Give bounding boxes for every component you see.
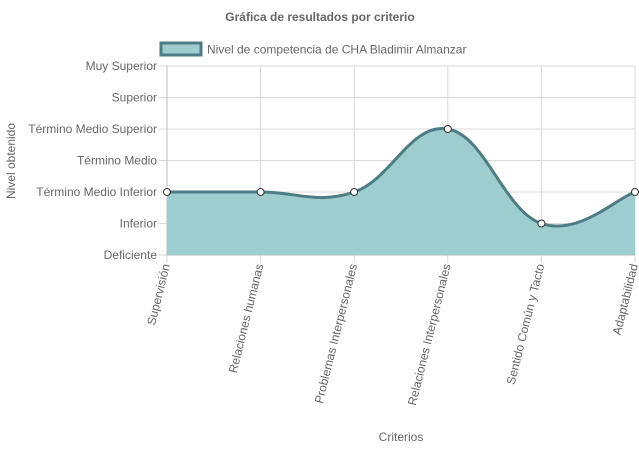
legend[interactable]: Nivel de competencia de CHA Bladimir Alm… bbox=[159, 41, 466, 57]
y-tick-label: Término Medio bbox=[77, 154, 157, 168]
y-tick-label: Inferior bbox=[120, 217, 157, 231]
legend-label[interactable]: Nivel de competencia de CHA Bladimir Alm… bbox=[207, 43, 466, 57]
y-axis-label: Nivel obtenido bbox=[4, 123, 18, 199]
y-tick-label: Término Medio Superior bbox=[28, 122, 157, 136]
y-tick-label: Muy Superior bbox=[86, 59, 157, 73]
x-tick-label: Relaciones humanas bbox=[226, 262, 267, 374]
y-tick-label: Superior bbox=[112, 91, 157, 105]
series-area bbox=[167, 128, 635, 255]
data-point[interactable] bbox=[443, 125, 452, 133]
x-tick-label: Relaciones Interpersonales bbox=[405, 262, 454, 406]
x-tick-label: Adaptabilidad bbox=[610, 262, 639, 336]
data-point[interactable] bbox=[163, 188, 171, 196]
data-point[interactable] bbox=[350, 188, 359, 196]
data-point[interactable] bbox=[537, 219, 546, 228]
y-tick-label: Deficiente bbox=[104, 248, 158, 262]
y-axis-ticks: Deficiente Inferior Término Medio Inferior… bbox=[28, 59, 157, 262]
x-axis-ticks: Supervisión Relaciones humanas Problemas I… bbox=[144, 262, 639, 407]
series-area-fill bbox=[167, 128, 635, 255]
y-tick-label: Término Medio Inferior bbox=[36, 185, 157, 199]
x-axis-label: Criterios bbox=[379, 430, 424, 444]
data-point[interactable] bbox=[256, 188, 265, 196]
data-points bbox=[163, 125, 639, 228]
legend-swatch[interactable] bbox=[159, 41, 203, 57]
chart-title: Gráfica de resultados por criterio bbox=[225, 10, 414, 24]
x-tick-label: Sentido Común y Tacto bbox=[504, 262, 548, 386]
x-tick-label: Problemas Interpersonales bbox=[312, 262, 360, 405]
x-tick-label: Supervisión bbox=[144, 262, 173, 326]
data-point[interactable] bbox=[631, 188, 639, 196]
